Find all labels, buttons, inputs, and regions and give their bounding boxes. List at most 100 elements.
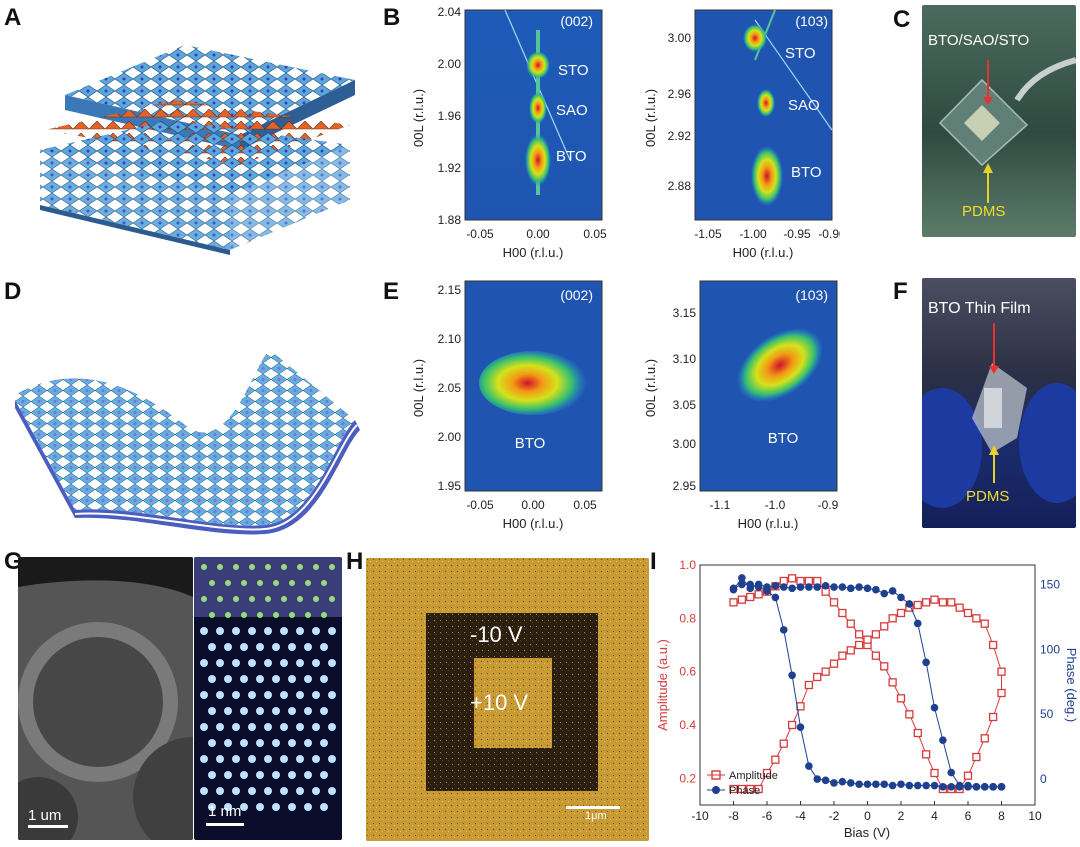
atom-column: [264, 627, 272, 635]
tweezer: [1014, 57, 1076, 102]
data-point-phase: [939, 736, 947, 744]
y-tick-label: 0.2: [679, 771, 696, 785]
x-tick-label: -10: [691, 809, 709, 823]
data-point-amplitude: [955, 603, 964, 612]
svg-text:1.95: 1.95: [438, 479, 462, 493]
y-axis-label: Amplitude (a.u.): [655, 639, 670, 731]
data-point-amplitude: [838, 608, 847, 618]
atom-column: [320, 643, 328, 651]
svg-text:2.10: 2.10: [438, 332, 462, 346]
atom-column: [264, 755, 272, 763]
atom-column: [200, 659, 208, 667]
photo-c-bottom-label: PDMS: [962, 203, 1006, 220]
data-point-amplitude: [746, 784, 755, 794]
atom-column: [216, 691, 224, 699]
atom-column: [273, 580, 279, 586]
atom-column: [201, 596, 207, 602]
data-point-amplitude: [963, 771, 973, 780]
atom-column: [224, 675, 232, 683]
atom-column: [304, 771, 312, 779]
atom-column: [256, 707, 264, 715]
y-ticks: 2.04 2.00 1.96 1.92 1.88: [438, 5, 462, 227]
atom-column: [224, 643, 232, 651]
atom-column: [256, 675, 264, 683]
y2-tick-label: 150: [1040, 577, 1060, 591]
data-point-phase: [888, 587, 897, 595]
panel-label-a: A: [4, 4, 22, 31]
peak-label-sao: SAO: [788, 97, 820, 114]
data-point-amplitude: [846, 619, 855, 628]
x-axis-label: Bias (V): [844, 825, 890, 840]
data-point-amplitude: [896, 694, 906, 703]
data-point-phase: [746, 580, 755, 589]
atom-column: [200, 755, 208, 763]
data-point-amplitude: [972, 752, 981, 762]
atom-column: [209, 580, 215, 586]
atom-column: [265, 564, 271, 570]
atom-column: [313, 564, 319, 570]
svg-text:2.15: 2.15: [438, 283, 462, 297]
atom-column: [248, 627, 256, 635]
data-point-amplitude: [930, 595, 939, 604]
data-point-phase: [863, 584, 872, 593]
data-point-amplitude: [754, 784, 763, 794]
data-point-amplitude: [838, 651, 847, 660]
atom-column: [249, 596, 255, 602]
atom-column: [304, 739, 312, 747]
atom-column: [256, 643, 264, 651]
atom-column: [304, 803, 312, 811]
hkl-label: (103): [795, 287, 828, 303]
atom-column: [240, 803, 248, 811]
atom-column: [296, 691, 304, 699]
data-point-phase: [738, 574, 746, 582]
rsm-b-002: (002) STO SAO BTO 2.04 2.00 1.96 1.92 1.…: [411, 5, 607, 260]
atom-column: [288, 771, 296, 779]
svg-text:2.00: 2.00: [438, 430, 462, 444]
x-ticks: -10 -8 -6 -4 -2 0 2 4 6 8 10: [691, 801, 1042, 823]
panel-label-b: B: [383, 4, 401, 31]
atom-column: [257, 612, 263, 618]
atom-column: [272, 803, 280, 811]
atom-column: [264, 787, 272, 795]
atom-column: [329, 564, 335, 570]
data-point-phase: [846, 584, 855, 593]
data-point-phase: [972, 783, 981, 791]
data-point-phase: [830, 779, 838, 787]
data-point-phase: [821, 581, 830, 590]
atom-column: [233, 596, 239, 602]
atom-column: [264, 723, 272, 731]
label-minus-10v: -10 V: [470, 622, 523, 647]
data-point-phase: [788, 671, 796, 680]
atom-column: [225, 580, 231, 586]
y-tick-label: 1.0: [679, 558, 696, 572]
svg-text:3.15: 3.15: [673, 306, 697, 320]
atom-column: [288, 707, 296, 715]
y-ticks: 2.15 2.10 2.05 2.00 1.95: [438, 283, 462, 493]
data-point-amplitude: [913, 600, 922, 610]
atom-column: [248, 691, 256, 699]
atom-column: [240, 707, 248, 715]
data-point-phase: [955, 783, 964, 791]
svg-text:-1.0: -1.0: [765, 498, 786, 512]
atom-column: [272, 707, 280, 715]
glove-left: [922, 388, 982, 508]
atom-column: [304, 675, 312, 683]
svg-text:-1.00: -1.00: [739, 227, 767, 241]
atom-column: [232, 691, 240, 699]
atom-column: [200, 691, 208, 699]
svg-text:0.05: 0.05: [573, 498, 597, 512]
y-axis-label: 00L (r.l.u.): [411, 89, 426, 147]
atom-column: [328, 659, 336, 667]
x-tick-label: 10: [1028, 809, 1042, 823]
atom-column: [320, 739, 328, 747]
data-point-phase: [939, 783, 947, 791]
data-point-phase: [930, 781, 939, 790]
data-point-amplitude: [871, 630, 881, 639]
peak-label-bto: BTO: [768, 430, 799, 447]
atom-column: [328, 691, 336, 699]
atom-column: [208, 803, 216, 811]
atom-column: [305, 612, 311, 618]
data-point-amplitude: [930, 768, 939, 778]
peak-sto: [743, 24, 767, 52]
atom-column: [321, 580, 327, 586]
